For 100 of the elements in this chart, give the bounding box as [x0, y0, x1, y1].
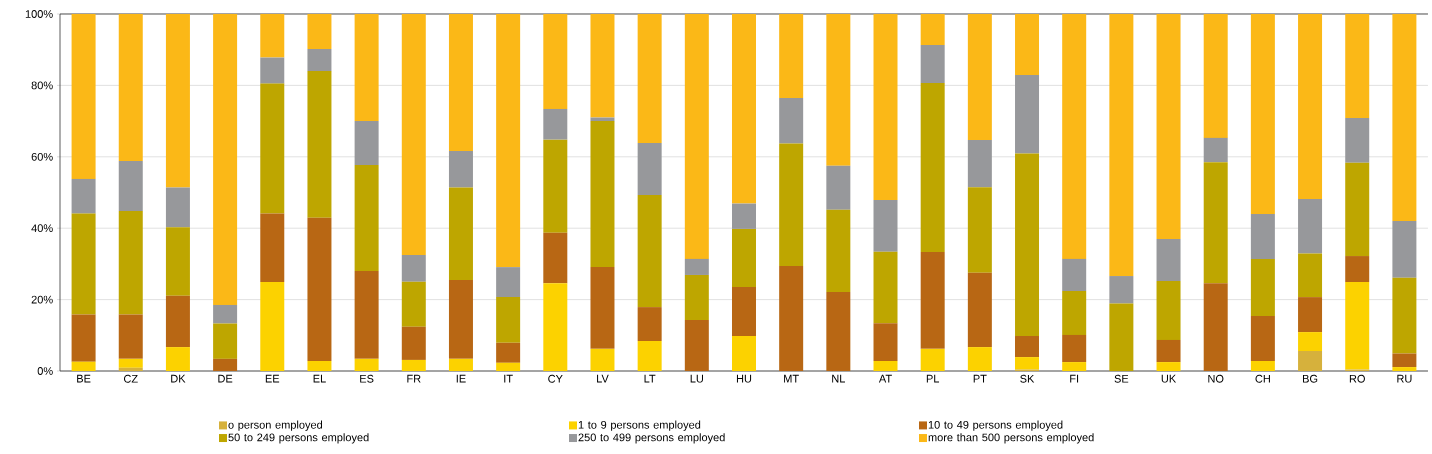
bar	[873, 14, 898, 200]
bar	[354, 14, 379, 122]
bar	[920, 348, 945, 371]
bar	[1250, 213, 1275, 259]
bar	[826, 165, 851, 210]
bar	[684, 14, 709, 259]
x-tick-label: LV	[597, 374, 609, 383]
bar	[967, 14, 992, 141]
bar	[1250, 316, 1275, 361]
x-tick-label: PL	[926, 374, 940, 383]
bar	[637, 142, 662, 195]
bar	[1203, 14, 1228, 138]
bar	[873, 200, 898, 252]
bar	[1392, 277, 1417, 354]
bar	[779, 14, 804, 98]
bar	[1203, 137, 1228, 163]
bar	[1203, 162, 1228, 284]
bar	[213, 358, 238, 371]
bar	[118, 367, 143, 371]
bar	[920, 252, 945, 349]
bar	[165, 227, 190, 296]
bar	[1298, 253, 1323, 298]
bar	[590, 14, 615, 118]
bar	[543, 108, 568, 140]
bar	[71, 14, 96, 179]
bar	[920, 45, 945, 83]
bar	[1156, 339, 1181, 363]
bar	[213, 304, 238, 324]
bar	[496, 297, 521, 343]
bar	[213, 323, 238, 359]
legend-label: 10 to 49 persons employed	[928, 420, 1063, 431]
bar	[354, 121, 379, 166]
bar	[354, 165, 379, 272]
bar	[731, 203, 756, 229]
bar	[448, 187, 473, 280]
y-tick-label: 60%	[31, 152, 53, 161]
bar	[1298, 332, 1323, 352]
x-tick-label: SK	[1020, 374, 1035, 383]
y-tick-label: 80%	[31, 81, 53, 90]
bar	[71, 361, 96, 371]
bar	[71, 314, 96, 362]
bar	[401, 281, 426, 327]
bar	[1345, 117, 1370, 163]
x-tick-label: CY	[548, 374, 563, 383]
bar	[1345, 14, 1370, 118]
x-tick-label: IT	[504, 374, 513, 383]
bar	[1298, 297, 1323, 333]
bar	[1015, 357, 1040, 370]
bar	[826, 209, 851, 293]
bar	[118, 358, 143, 368]
bar	[1109, 276, 1134, 304]
bar	[1250, 258, 1275, 317]
bar	[1015, 153, 1040, 337]
x-tick-label: MT	[784, 374, 799, 383]
bar	[1109, 14, 1134, 277]
x-tick-label: FR	[407, 374, 421, 383]
bar	[1062, 14, 1087, 259]
bar	[1392, 221, 1417, 278]
bar	[1392, 367, 1417, 371]
bar	[213, 14, 238, 305]
bar	[1015, 75, 1040, 154]
bar	[307, 48, 332, 72]
x-tick-label: CZ	[123, 374, 138, 383]
bar	[165, 187, 190, 228]
bar	[260, 14, 285, 58]
x-tick-label: LT	[644, 374, 656, 383]
bar	[401, 359, 426, 371]
x-tick-label: ES	[360, 374, 374, 383]
bar	[1015, 336, 1040, 358]
bar	[1156, 362, 1181, 371]
bar	[1345, 256, 1370, 283]
bar	[1062, 258, 1087, 292]
x-tick-label: CH	[1255, 374, 1270, 383]
bar	[543, 14, 568, 109]
bar	[260, 213, 285, 283]
bar	[496, 14, 521, 268]
bar	[118, 14, 143, 162]
bar	[920, 82, 945, 253]
x-tick-label: DE	[218, 374, 233, 383]
x-tick-label: RO	[1349, 374, 1365, 383]
bar	[637, 195, 662, 308]
bar	[118, 211, 143, 315]
bar	[401, 326, 426, 360]
bar	[731, 336, 756, 371]
bar	[118, 314, 143, 359]
bar	[1250, 361, 1275, 371]
bar	[1392, 353, 1417, 368]
bar	[543, 139, 568, 233]
bar	[1345, 162, 1370, 257]
bar	[684, 258, 709, 275]
x-tick-label: BE	[77, 374, 91, 383]
bar	[165, 14, 190, 188]
bar	[71, 213, 96, 315]
bar	[967, 140, 992, 188]
x-tick-label: AT	[878, 374, 892, 383]
bar	[826, 14, 851, 166]
x-tick-label: NO	[1208, 374, 1224, 383]
bar	[920, 14, 945, 46]
bar	[448, 358, 473, 371]
bar	[401, 254, 426, 282]
